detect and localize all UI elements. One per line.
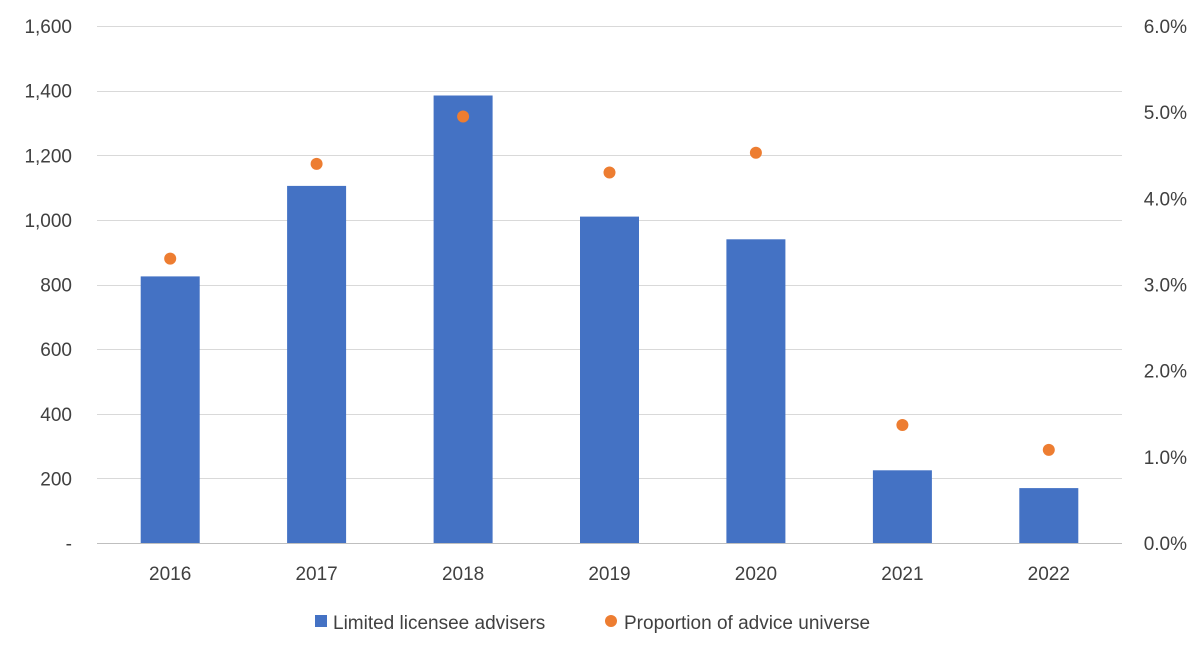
bar-2017 [287,185,347,543]
bar-2016 [140,276,200,543]
x-tick-label: 2017 [295,564,337,585]
point-2018 [457,110,470,123]
legend: Limited licensee advisers Proportion of … [315,613,870,634]
point-2016 [164,252,177,265]
y-left-tick-label: 1,600 [24,17,72,38]
point-series [164,110,1055,456]
y-left-tick-label: 400 [40,405,72,426]
point-2020 [749,146,762,159]
bar-series [140,95,1079,544]
x-tick-label: 2021 [881,564,923,585]
y-right-tick-label: 2.0% [1144,362,1187,383]
x-tick-label: 2022 [1028,564,1070,585]
y-left-tick-label: 800 [40,276,72,297]
bar-2019 [580,216,639,543]
bar-2018 [433,95,493,543]
point-2017 [310,157,323,170]
y-right-tick-label: 6.0% [1144,17,1187,38]
y-right-tick-label: 4.0% [1144,189,1187,210]
x-axis-ticks: 2016 2017 2018 2019 2020 2021 2022 [149,564,1070,585]
bar-2021 [872,470,932,543]
x-tick-label: 2019 [588,564,630,585]
y-right-tick-label: 3.0% [1144,276,1187,297]
y-left-tick-label: 200 [40,469,72,490]
x-tick-label: 2020 [735,564,777,585]
y-right-tick-label: 0.0% [1144,534,1187,555]
y-left-tick-label: 1,200 [24,146,72,167]
point-2022 [1042,443,1055,456]
x-tick-label: 2018 [442,564,484,585]
legend-label-bar: Limited licensee advisers [333,613,545,634]
right-axis-ticks: 0.0% 1.0% 2.0% 3.0% 4.0% 5.0% 6.0% [1144,17,1187,555]
legend-swatch-point [605,615,617,627]
y-left-tick-label: 600 [40,340,72,361]
y-left-tick-label: 1,000 [24,211,72,232]
y-left-tick-label: 1,400 [24,82,72,103]
point-2019 [603,166,616,179]
point-2021 [896,419,909,431]
bar-2022 [1019,488,1079,543]
legend-label-point: Proportion of advice universe [624,613,870,634]
left-axis-ticks: - 200 400 600 800 1,000 1,200 1,400 1,600 [24,17,72,555]
y-left-tick-label: - [66,534,72,555]
y-right-tick-label: 1.0% [1144,448,1187,469]
bar-2020 [726,239,786,544]
legend-swatch-bar [315,615,327,627]
y-right-tick-label: 5.0% [1144,103,1187,124]
x-tick-label: 2016 [149,564,191,585]
